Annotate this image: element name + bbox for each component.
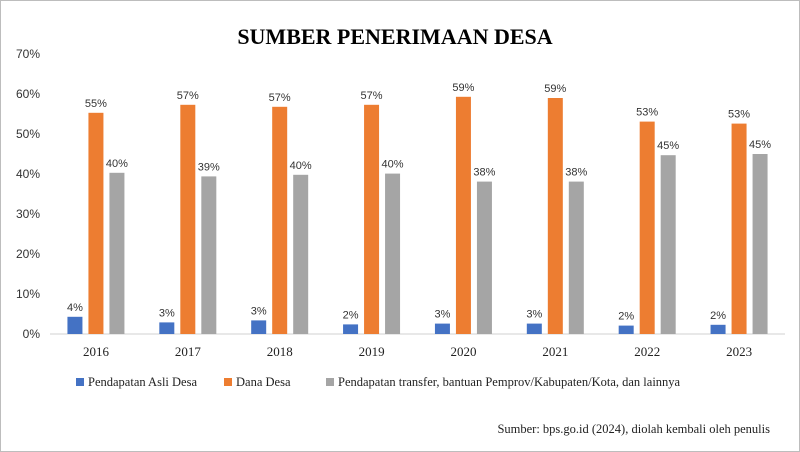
y-tick-label: 50% [16, 127, 40, 141]
bar [180, 104, 196, 334]
bar [455, 96, 471, 334]
bar [293, 174, 309, 334]
data-label: 57% [177, 90, 199, 102]
data-label: 3% [526, 309, 542, 321]
data-label: 39% [198, 161, 220, 173]
data-label: 59% [544, 83, 566, 95]
data-label: 57% [361, 90, 383, 102]
data-label: 3% [159, 307, 175, 319]
x-axis: 2016 2017 2018 2019 2020 2021 2022 2023 [50, 333, 785, 359]
bar [67, 316, 83, 334]
data-label: 45% [657, 140, 679, 152]
x-tick-label: 2022 [634, 344, 660, 359]
bar [710, 324, 726, 334]
data-label: 53% [636, 107, 658, 119]
data-label: 3% [251, 305, 267, 317]
data-label: 4% [67, 302, 83, 314]
x-tick-label: 2017 [175, 344, 202, 359]
bar [364, 104, 380, 334]
data-label: 38% [473, 167, 495, 179]
x-tick-label: 2018 [267, 344, 293, 359]
data-label: 40% [106, 158, 128, 170]
bar [731, 123, 747, 334]
legend-label: Pendapatan transfer, bantuan Pemprov/Kab… [338, 375, 681, 389]
data-label: 40% [290, 160, 312, 172]
data-label: 2% [710, 310, 726, 322]
data-label: 3% [434, 309, 450, 321]
legend-swatch [76, 378, 84, 386]
bar [660, 155, 676, 334]
bar [547, 98, 563, 334]
data-label: 2% [618, 311, 634, 323]
source-note: Sumber: bps.go.id (2024), diolah kembali… [497, 422, 770, 436]
data-label: 45% [749, 139, 771, 151]
bar [568, 181, 584, 334]
bar [201, 176, 217, 334]
x-tick-label: 2016 [83, 344, 110, 359]
bar [434, 323, 450, 334]
y-tick-label: 60% [16, 87, 40, 101]
data-label: 40% [382, 159, 404, 171]
data-label: 2% [343, 309, 359, 321]
y-axis: 0% 10% 20% 30% 40% 50% 60% 70% [16, 47, 40, 341]
y-tick-label: 10% [16, 287, 40, 301]
legend-swatch [326, 378, 334, 386]
bar [752, 154, 768, 334]
data-label: 55% [85, 98, 107, 110]
bar [526, 323, 542, 334]
bar-group: 4% 55% 40% 3% 57% 39% 3% 57% 40% 2% 57% 40% 3% 59% 38%… [67, 82, 771, 334]
legend-label: Dana Desa [236, 375, 291, 389]
x-tick-label: 2020 [450, 344, 476, 359]
bar [88, 112, 104, 334]
bar [618, 325, 634, 334]
bar [109, 172, 125, 334]
y-tick-label: 30% [16, 207, 40, 221]
x-tick-label: 2023 [726, 344, 752, 359]
legend: Pendapatan Asli Desa Dana Desa Pendapatan … [76, 375, 681, 389]
bar [343, 324, 359, 334]
data-label: 57% [269, 92, 291, 104]
data-label: 59% [452, 82, 474, 94]
y-tick-label: 20% [16, 247, 40, 261]
y-tick-label: 0% [23, 327, 41, 341]
legend-label: Pendapatan Asli Desa [88, 375, 197, 389]
chart-title: SUMBER PENERIMAAN DESA [237, 24, 552, 49]
bar [251, 320, 267, 334]
bar [385, 173, 401, 334]
y-tick-label: 70% [16, 47, 40, 61]
x-tick-label: 2019 [359, 344, 385, 359]
y-tick-label: 40% [16, 167, 40, 181]
bar [639, 121, 655, 334]
bar [159, 322, 175, 334]
data-label: 38% [565, 167, 587, 179]
bar [272, 106, 288, 334]
legend-swatch [224, 378, 232, 386]
x-tick-label: 2021 [542, 344, 568, 359]
bar [476, 181, 492, 334]
data-label: 53% [728, 109, 750, 121]
